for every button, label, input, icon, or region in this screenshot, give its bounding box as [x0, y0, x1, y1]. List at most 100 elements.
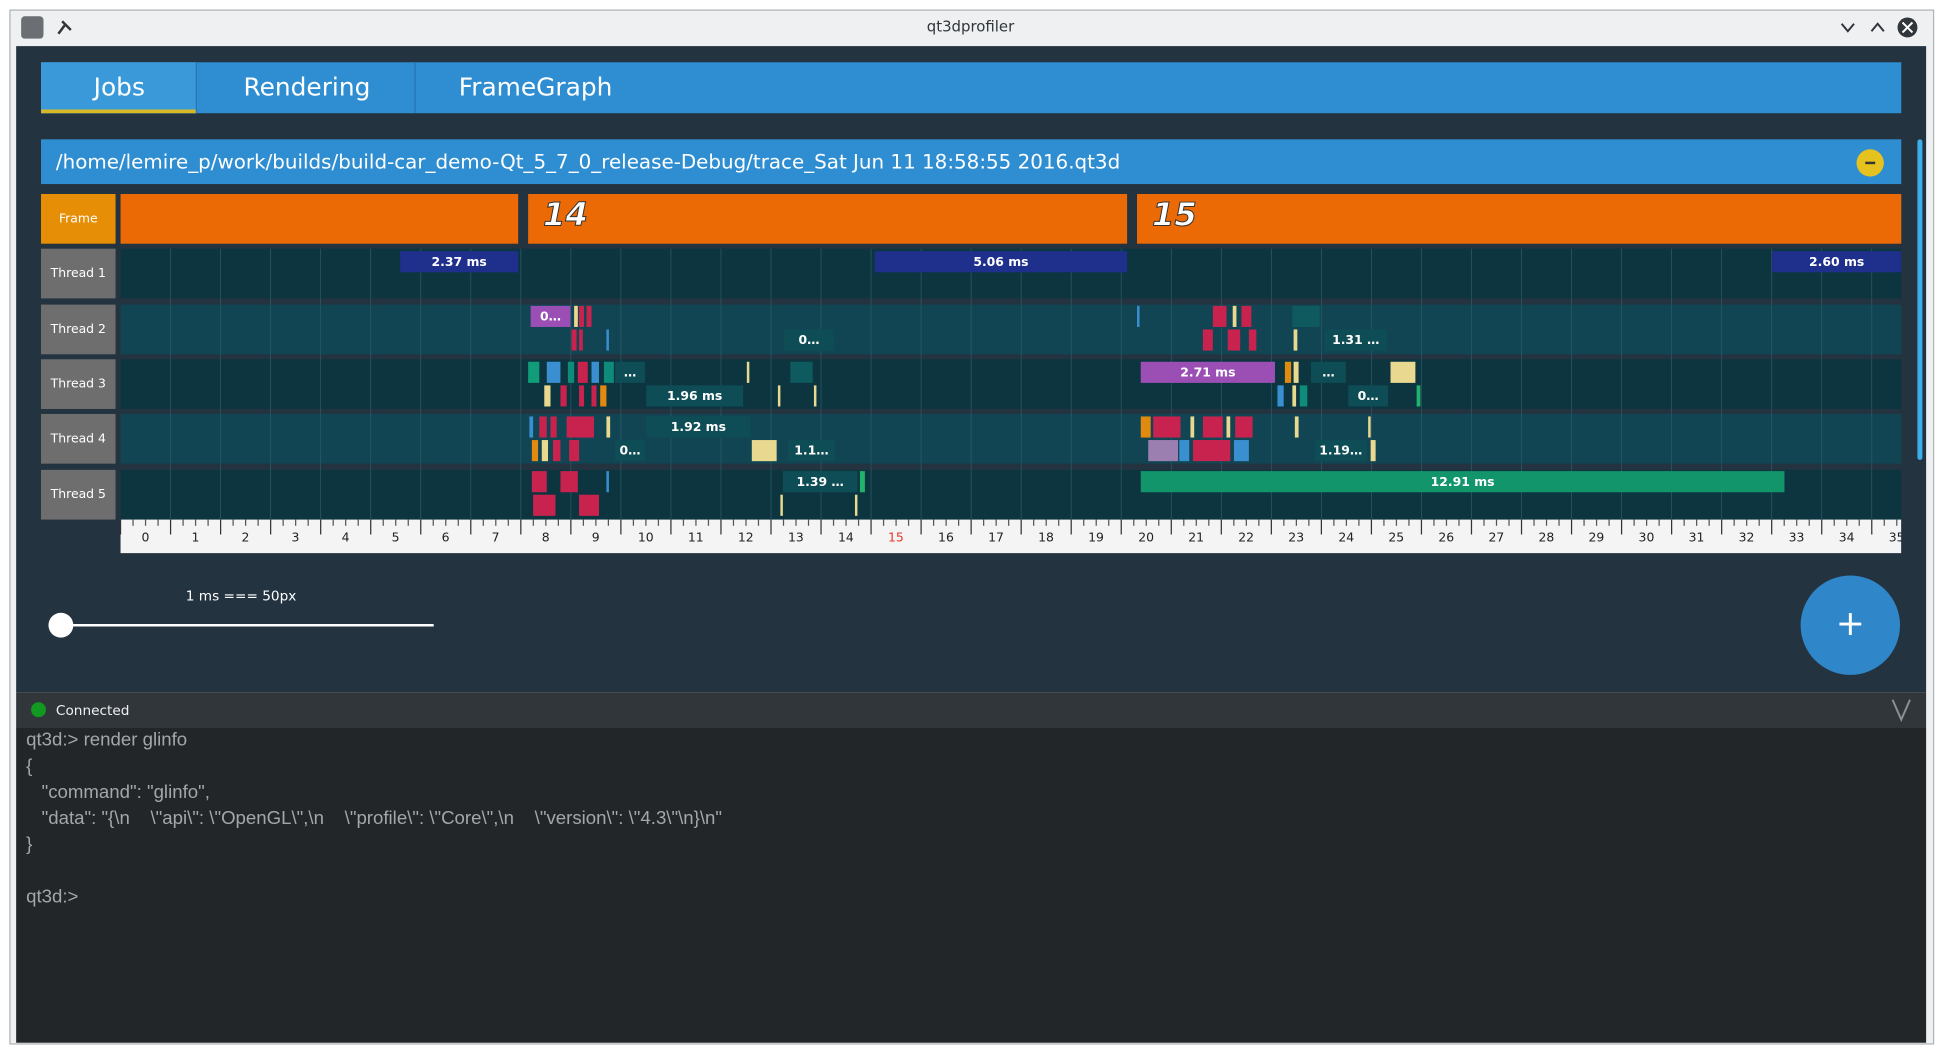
job-bar	[533, 494, 556, 516]
job-bar	[1140, 416, 1151, 438]
job-bar	[571, 329, 577, 351]
ruler-label: 28	[1538, 530, 1554, 545]
job-bar	[1153, 416, 1181, 438]
job-label: 1.39 …	[796, 474, 843, 489]
thread-label-box	[41, 304, 116, 355]
job-bar	[746, 361, 750, 383]
job-bar	[1232, 305, 1237, 327]
job-bar	[790, 361, 813, 383]
job-bar	[1772, 251, 1902, 273]
pin-button[interactable]	[57, 20, 72, 35]
job-bar	[531, 471, 547, 493]
job-bar	[1311, 361, 1346, 383]
window-title: qt3dprofiler	[927, 17, 1015, 35]
job-label: 2.37 ms	[432, 254, 487, 269]
ruler-label: 12	[738, 530, 754, 545]
thread-label-box	[41, 359, 116, 409]
job-label: 0…	[1358, 388, 1379, 403]
ruler-label: 8	[542, 530, 550, 545]
ruler-label: 34	[1839, 530, 1855, 545]
job-label: 1.31 …	[1332, 332, 1379, 347]
ruler-label: 4	[342, 530, 350, 545]
maximize-button[interactable]	[1870, 22, 1885, 32]
frame-bar	[1137, 193, 1902, 244]
status-bar	[16, 692, 1927, 728]
ruler-label: 29	[1589, 530, 1605, 545]
status-text: Connected	[56, 703, 130, 719]
thread-row	[120, 359, 1902, 409]
job-bar	[544, 385, 551, 407]
job-bar	[1416, 385, 1421, 407]
job-bar	[591, 361, 599, 383]
ruler-label: 22	[1238, 530, 1254, 545]
job-bar	[1293, 361, 1299, 383]
job-bar	[600, 385, 607, 407]
job-bar	[1179, 440, 1190, 462]
ruler-label: 10	[638, 530, 654, 545]
job-bar	[1202, 329, 1213, 351]
job-bar	[1137, 305, 1140, 327]
tab-bar	[41, 62, 1902, 114]
job-bar	[1293, 329, 1298, 351]
job-bar	[552, 440, 561, 462]
thread-label: Thread 2	[50, 321, 106, 336]
ruler-label: 19	[1088, 530, 1104, 545]
job-bar	[566, 416, 594, 438]
job-bar	[606, 416, 611, 438]
close-icon	[1901, 21, 1914, 34]
job-bar	[586, 305, 592, 327]
job-bar	[1148, 440, 1179, 462]
job-bar	[1140, 471, 1785, 493]
job-bar	[1248, 329, 1257, 351]
ruler-label: 13	[788, 530, 804, 545]
job-bar	[859, 471, 865, 493]
job-bar	[751, 440, 777, 462]
ruler-label: 1	[191, 530, 199, 545]
job-label: …	[624, 364, 636, 379]
job-bar	[1324, 329, 1387, 351]
ruler-label: 18	[1038, 530, 1054, 545]
ruler-label: 27	[1488, 530, 1504, 545]
zoom-slider-handle[interactable]	[48, 612, 74, 638]
ruler-label: 21	[1188, 530, 1204, 545]
job-bar	[400, 251, 519, 273]
job-label: 0…	[798, 332, 819, 347]
job-bar	[1241, 305, 1252, 327]
job-bar	[1314, 440, 1367, 462]
job-bar	[1370, 440, 1376, 462]
frame-label-box	[41, 193, 116, 244]
job-label: 1.19…	[1319, 443, 1362, 458]
job-bar	[531, 440, 539, 462]
thread-label: Thread 4	[50, 430, 106, 445]
ruler-label: 30	[1639, 530, 1655, 545]
add-button[interactable]	[1800, 575, 1901, 675]
job-bar	[530, 305, 571, 327]
ruler-label: 15	[888, 530, 904, 545]
job-bar	[874, 251, 1128, 273]
thread-label-box	[41, 469, 116, 520]
minimize-button[interactable]	[1840, 23, 1855, 33]
ruler-label: 5	[392, 530, 400, 545]
collapse-console-button[interactable]	[1891, 699, 1911, 723]
scrollbar	[1917, 139, 1923, 460]
thread-label-box	[41, 248, 116, 299]
job-bar	[780, 494, 783, 516]
job-bar	[1140, 361, 1275, 383]
ruler-label: 0	[141, 530, 149, 545]
tab[interactable]: Rendering	[243, 72, 370, 101]
ruler-bg	[120, 519, 1902, 554]
job-label: 5.06 ms	[973, 254, 1028, 269]
console-line: {	[26, 755, 32, 776]
job-bar	[606, 329, 609, 351]
ruler-label: 16	[938, 530, 954, 545]
thread-label-box	[41, 413, 116, 464]
console	[16, 727, 1927, 1043]
tab[interactable]: FrameGraph	[459, 72, 613, 101]
tab[interactable]: Jobs	[92, 72, 145, 101]
job-bar	[560, 385, 567, 407]
job-bar	[646, 385, 744, 407]
job-bar	[1284, 361, 1292, 383]
ruler-clip	[1901, 519, 1918, 554]
job-bar	[579, 494, 599, 516]
